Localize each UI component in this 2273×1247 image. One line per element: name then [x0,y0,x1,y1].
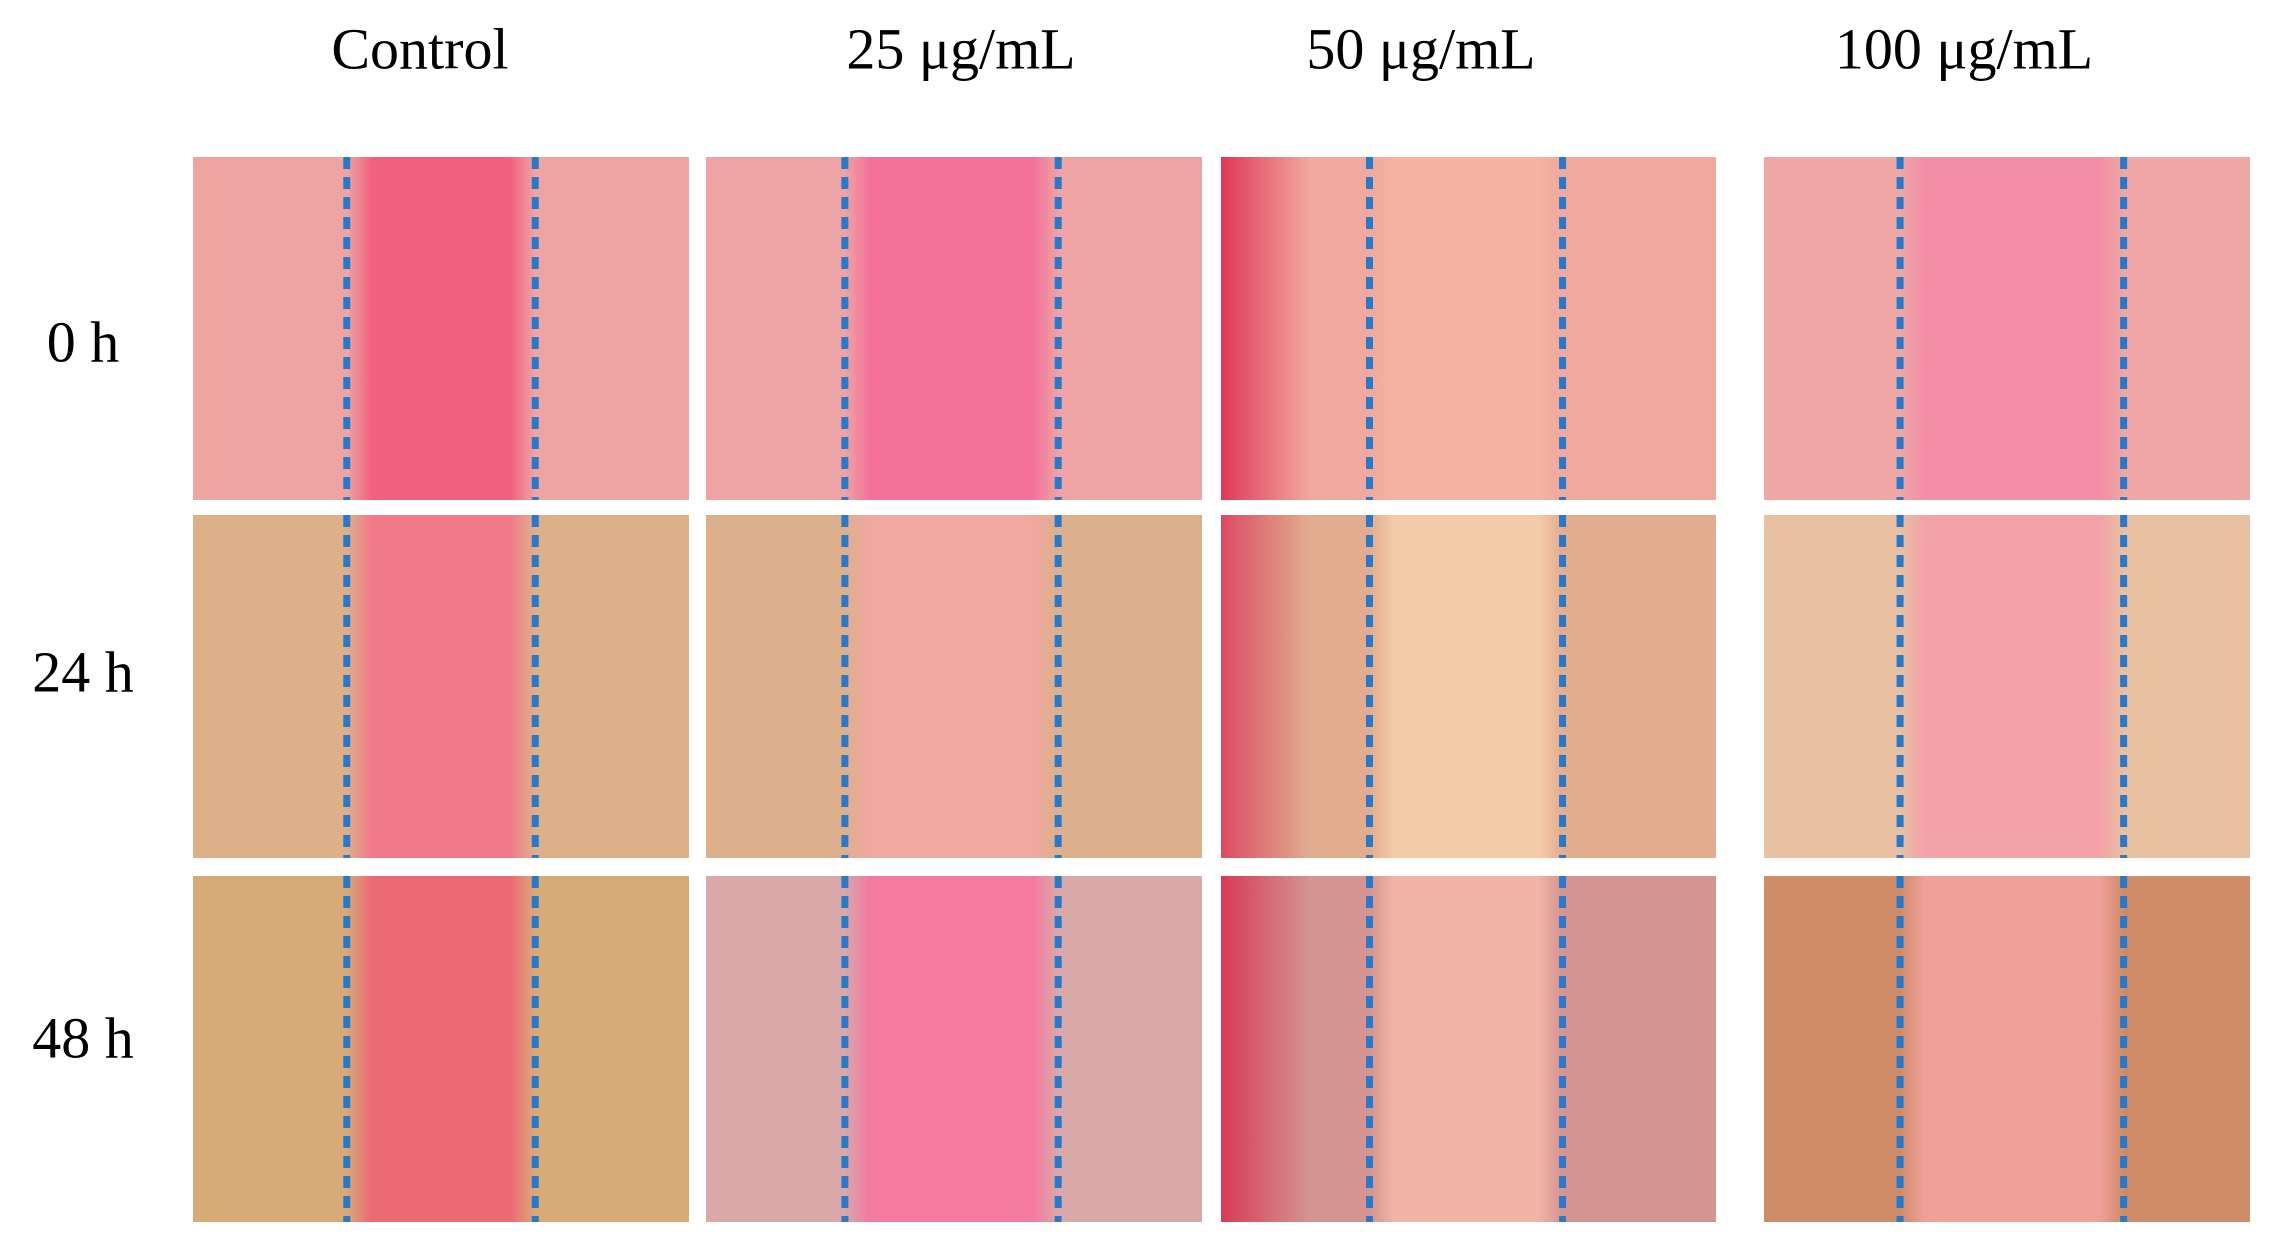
column-label: 25 μg/mL [846,16,1075,81]
row-label: 24 h [32,639,134,704]
microscopy-panel [1221,876,1716,1222]
microscopy-panel [193,157,689,500]
microscopy-panel [1221,157,1716,500]
microscopy-panel [1764,515,2250,858]
row-label: 0 h [47,309,120,374]
column-label: Control [331,16,508,81]
microscopy-panel [706,876,1202,1222]
microscopy-panel [1764,876,2250,1222]
microscopy-panel [706,157,1202,500]
microscopy-panel [706,515,1202,858]
microscopy-panel [193,515,689,858]
column-label: 50 μg/mL [1306,16,1535,81]
row-label: 48 h [32,1005,134,1070]
microscopy-panel [1764,157,2250,500]
column-label: 100 μg/mL [1835,16,2093,81]
microscopy-panel [1221,515,1716,858]
microscopy-panel [193,876,689,1222]
